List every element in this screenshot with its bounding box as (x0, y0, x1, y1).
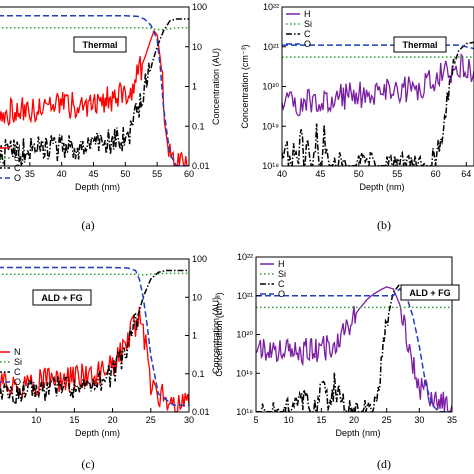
x-tick-label: 40 (277, 169, 287, 179)
x-tick-label: 60 (184, 169, 194, 179)
y-tick-label: 10²² (263, 2, 279, 12)
panel-b: 40 45 50 55 60 64 Depth (nm) 10¹⁸ 10¹⁹ 10²⁰ 10²¹ 10… (240, 2, 474, 192)
x-tick-label: 60 (431, 169, 441, 179)
series-line-h (282, 53, 474, 117)
plot-frame (281, 6, 474, 167)
y-tick-label: 1 (192, 82, 197, 92)
y-tick-label: 100 (192, 254, 207, 264)
x-tick-label: 35 (25, 169, 35, 179)
annotation-box (393, 36, 447, 53)
y-tick-label: 10²¹ (263, 42, 279, 52)
legend-label-h: H (278, 259, 285, 269)
legend-label-n: N (14, 143, 21, 153)
x-tick-label: 45 (88, 169, 98, 179)
legend-label-c: C (304, 29, 311, 39)
panel-d: 5 10 15 20 25 30 35 Depth (nm) 10¹⁸ 10¹⁹ 10²⁰ 10²¹ 1… (214, 252, 460, 438)
x-tick-label: 25 (382, 415, 392, 425)
y-tick-label: 10²¹ (237, 291, 253, 301)
legend-label-o: O (14, 173, 21, 183)
panel-c: 10 15 20 25 30 Depth (nm) 0.01 0.1 1 10 100 Concent… (0, 254, 221, 438)
caption-b: (b) (377, 218, 391, 232)
caption-a: (a) (81, 218, 94, 232)
x-tick-label: 20 (349, 415, 359, 425)
y-axis-label: Concentration (AU) (211, 297, 221, 374)
y-axis-label: Concentration (cm⁻³) (240, 44, 250, 128)
y-axis-label: Concentration (cm⁻³) (214, 292, 224, 376)
legend-label-si: Si (278, 269, 286, 279)
legend-label-c: C (14, 367, 21, 377)
y-tick-label: 10 (192, 292, 202, 302)
annotation-label: ALD + FG (409, 288, 450, 298)
x-axis-label: Depth (nm) (75, 182, 120, 192)
panel-a: 35 40 45 50 55 60 Depth (nm) 0.01 0.1 1 10 100 Conce… (0, 2, 221, 192)
y-axis-label: Concentration (AU) (211, 48, 221, 125)
x-tick-label: 50 (354, 169, 364, 179)
caption-c: (c) (81, 457, 94, 471)
y-tick-label: 10²⁰ (236, 330, 253, 340)
annotation-box (32, 289, 92, 306)
annotation-label: Thermal (402, 40, 437, 50)
x-tick-label: 20 (108, 415, 118, 425)
x-tick-label: 40 (57, 169, 67, 179)
series-line-si (0, 27, 189, 31)
x-tick-label: 15 (69, 415, 79, 425)
x-tick-label: 55 (392, 169, 402, 179)
legend-label-o: O (278, 289, 285, 299)
series-line-o (0, 266, 189, 407)
y-tick-label: 1 (192, 331, 197, 341)
plot-frame (0, 6, 190, 167)
y-tick-label: 10¹⁸ (262, 161, 279, 171)
legend-label-o: O (14, 377, 21, 387)
y-tick-label: 10 (192, 42, 202, 52)
y-tick-label: 10¹⁹ (236, 368, 253, 378)
y-tick-label: 0.1 (192, 121, 205, 131)
x-tick-label: 35 (447, 415, 457, 425)
annotation-label: Thermal (82, 40, 117, 50)
x-tick-label: 64 (461, 169, 471, 179)
x-tick-label: 10 (284, 415, 294, 425)
annotation-label: ALD + FG (41, 293, 82, 303)
y-tick-label: 10²⁰ (262, 82, 279, 92)
x-tick-label: 50 (120, 169, 130, 179)
caption-d: (d) (377, 457, 391, 471)
legend-label-c: C (278, 279, 285, 289)
y-tick-label: 0.1 (192, 369, 205, 379)
y-tick-label: 100 (192, 2, 207, 12)
annotation-box (400, 284, 460, 301)
y-tick-label: 10¹⁹ (262, 121, 279, 131)
legend-label-si: Si (14, 357, 22, 367)
legend-label-o: O (304, 39, 311, 49)
y-tick-label: 10¹⁸ (236, 407, 253, 417)
x-tick-label: 5 (253, 415, 258, 425)
series-line-n (0, 29, 189, 166)
x-tick-label: 25 (146, 415, 156, 425)
plot-frame (255, 256, 453, 413)
x-tick-label: 30 (414, 415, 424, 425)
y-tick-label: 0.01 (192, 161, 210, 171)
series-line-si (0, 272, 189, 276)
x-tick-label: 55 (152, 169, 162, 179)
x-axis-label: Depth (nm) (75, 428, 120, 438)
x-tick-label: 45 (315, 169, 325, 179)
series-line-c (0, 269, 189, 407)
x-axis-label: Depth (nm) (359, 182, 404, 192)
series-line-c (0, 18, 189, 166)
legend-label-si: Si (304, 19, 312, 29)
x-axis-label: Depth (nm) (335, 428, 380, 438)
y-tick-label: 10²² (237, 252, 253, 262)
y-tick-label: 0.01 (192, 407, 210, 417)
series-line-n (0, 306, 189, 412)
legend-label-h: H (304, 9, 311, 19)
legend-label-n: N (14, 347, 21, 357)
x-tick-label: 30 (184, 415, 194, 425)
series-line-h (256, 286, 452, 412)
x-tick-label: 10 (31, 415, 41, 425)
annotation-box (73, 36, 127, 53)
legend-label-si: Si (14, 153, 22, 163)
series-line-o (0, 15, 189, 166)
legend-label-c: C (14, 163, 21, 173)
x-tick-label: 15 (316, 415, 326, 425)
